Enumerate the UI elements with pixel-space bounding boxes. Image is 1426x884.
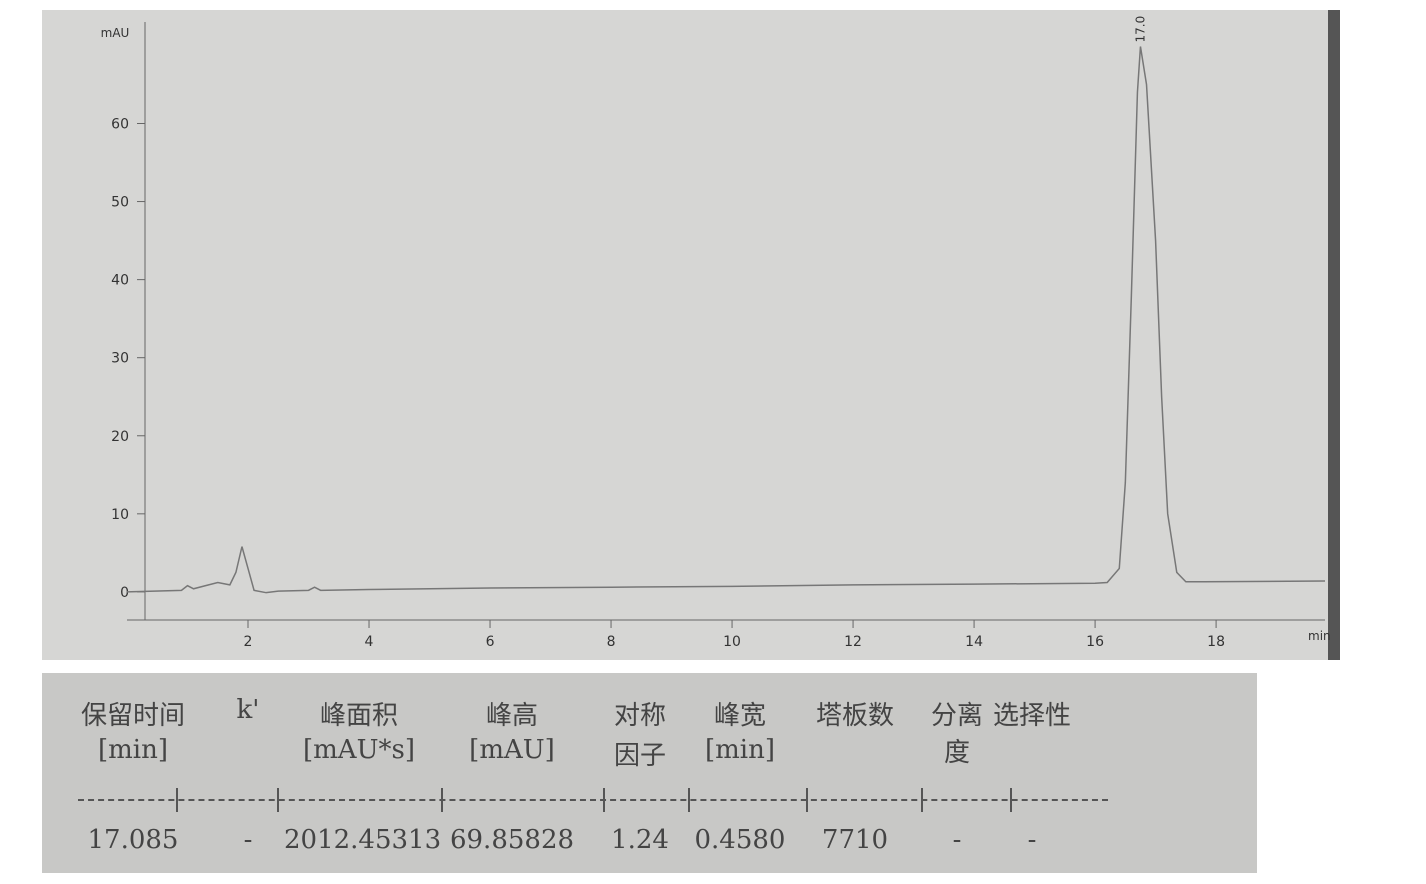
header-name: 选择性 xyxy=(992,701,1071,731)
header-unit: [mAU*s] xyxy=(303,735,415,765)
x-tick-label: 4 xyxy=(365,634,374,650)
x-tick-label: 10 xyxy=(723,634,741,650)
x-axis-label: min xyxy=(1308,629,1331,643)
table-cell: - xyxy=(243,825,253,855)
header-unit: [min] xyxy=(97,735,168,765)
peak-label: 17.0 xyxy=(1133,16,1147,43)
table-cell: 17.085 xyxy=(87,825,179,855)
paper-edge xyxy=(1328,10,1340,660)
signal-line xyxy=(126,46,1326,594)
header-name: 峰高 xyxy=(485,701,538,731)
table-cell: 0.4580 xyxy=(694,825,786,855)
table-cell: 7710 xyxy=(821,825,889,855)
x-tick-label: 12 xyxy=(844,634,862,650)
table-cell: - xyxy=(1027,825,1037,855)
y-tick-label: 50 xyxy=(111,195,129,211)
x-tick-label: 18 xyxy=(1207,634,1225,650)
separator-bar xyxy=(603,788,605,812)
separator-bar xyxy=(1010,788,1012,812)
header-name: 分离度 xyxy=(930,701,983,768)
separator xyxy=(78,799,1108,801)
header-name: 峰面积 xyxy=(319,701,398,731)
table-cell: 1.24 xyxy=(611,825,669,855)
y-tick-label: 40 xyxy=(111,273,129,289)
table-cell: 2012.45313 xyxy=(284,825,442,855)
y-tick-label: 60 xyxy=(111,116,129,132)
separator-bar xyxy=(806,788,808,812)
y-axis-label: mAU xyxy=(101,26,130,40)
header-name: 保留时间 xyxy=(80,701,185,731)
y-tick-label: 20 xyxy=(111,429,129,445)
table-cell: - xyxy=(952,825,962,855)
header-unit: [mAU] xyxy=(469,735,555,765)
paper xyxy=(42,10,1340,660)
header-name: 对称 xyxy=(613,701,666,731)
header-unit: 因子 xyxy=(613,741,666,771)
chart: mAU min 0 10 20 30 40 50 60 2 4 6 8 10 12 14 16 18 17.0 xyxy=(42,10,1340,660)
table-cell: 69.85828 xyxy=(449,825,575,855)
results-table: 保留时间 [min] k' 峰面积 [mAU*s] 峰高 [mAU] 对称因子 峰宽 [min] 塔… xyxy=(42,673,1257,873)
separator-bar xyxy=(921,788,923,812)
header-name: 塔板数 xyxy=(815,701,894,731)
separator-bar xyxy=(688,788,690,812)
x-tick-label: 16 xyxy=(1086,634,1104,650)
separator-bar xyxy=(176,788,178,812)
x-tick-label: 14 xyxy=(965,634,983,650)
header-unit: [min] xyxy=(704,735,775,765)
separator-bar xyxy=(441,788,443,812)
x-tick-label: 2 xyxy=(244,634,253,650)
y-tick-label: 30 xyxy=(111,351,129,367)
x-tick-label: 6 xyxy=(486,634,495,650)
y-tick-label: 0 xyxy=(120,585,129,601)
header-name: k' xyxy=(236,695,260,725)
x-tick-label: 8 xyxy=(607,634,616,650)
separator-bar xyxy=(277,788,279,812)
header-name: 峰宽 xyxy=(713,701,766,731)
y-tick-label: 10 xyxy=(111,507,129,523)
